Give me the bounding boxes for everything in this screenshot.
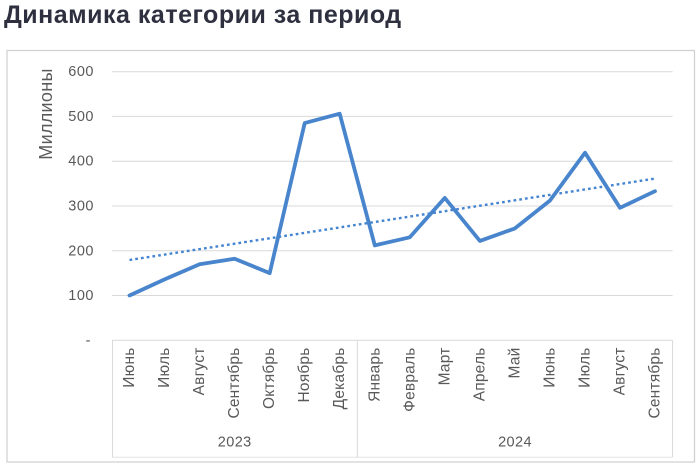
svg-text:600: 600 — [68, 64, 94, 80]
svg-text:Июль: Июль — [577, 348, 594, 388]
svg-text:Сентябрь: Сентябрь — [226, 348, 243, 419]
svg-text:Миллионы: Миллионы — [36, 68, 56, 159]
svg-text:Март: Март — [436, 348, 453, 386]
svg-text:200: 200 — [68, 243, 94, 259]
svg-text:Июль: Июль — [156, 348, 173, 388]
svg-text:Январь: Январь — [366, 348, 383, 402]
svg-text:400: 400 — [68, 154, 94, 170]
svg-text:Декабрь: Декабрь — [331, 348, 348, 410]
svg-text:Октябрь: Октябрь — [261, 348, 278, 409]
svg-text:Февраль: Февраль — [401, 348, 418, 412]
svg-text:Июнь: Июнь — [541, 348, 558, 388]
svg-text:300: 300 — [68, 199, 94, 215]
svg-text:Сентябрь: Сентябрь — [647, 348, 664, 419]
svg-text:Август: Август — [612, 348, 629, 396]
svg-text:Июнь: Июнь — [121, 348, 138, 388]
svg-text:2024: 2024 — [498, 434, 532, 450]
svg-text:500: 500 — [68, 109, 94, 125]
svg-text:Август: Август — [191, 348, 208, 396]
svg-text:Ноябрь: Ноябрь — [296, 348, 313, 403]
svg-text:Май: Май — [506, 348, 523, 379]
svg-text:-: - — [86, 333, 91, 349]
svg-text:Апрель: Апрель — [471, 348, 488, 402]
svg-text:2023: 2023 — [218, 434, 252, 450]
svg-text:100: 100 — [68, 288, 94, 304]
